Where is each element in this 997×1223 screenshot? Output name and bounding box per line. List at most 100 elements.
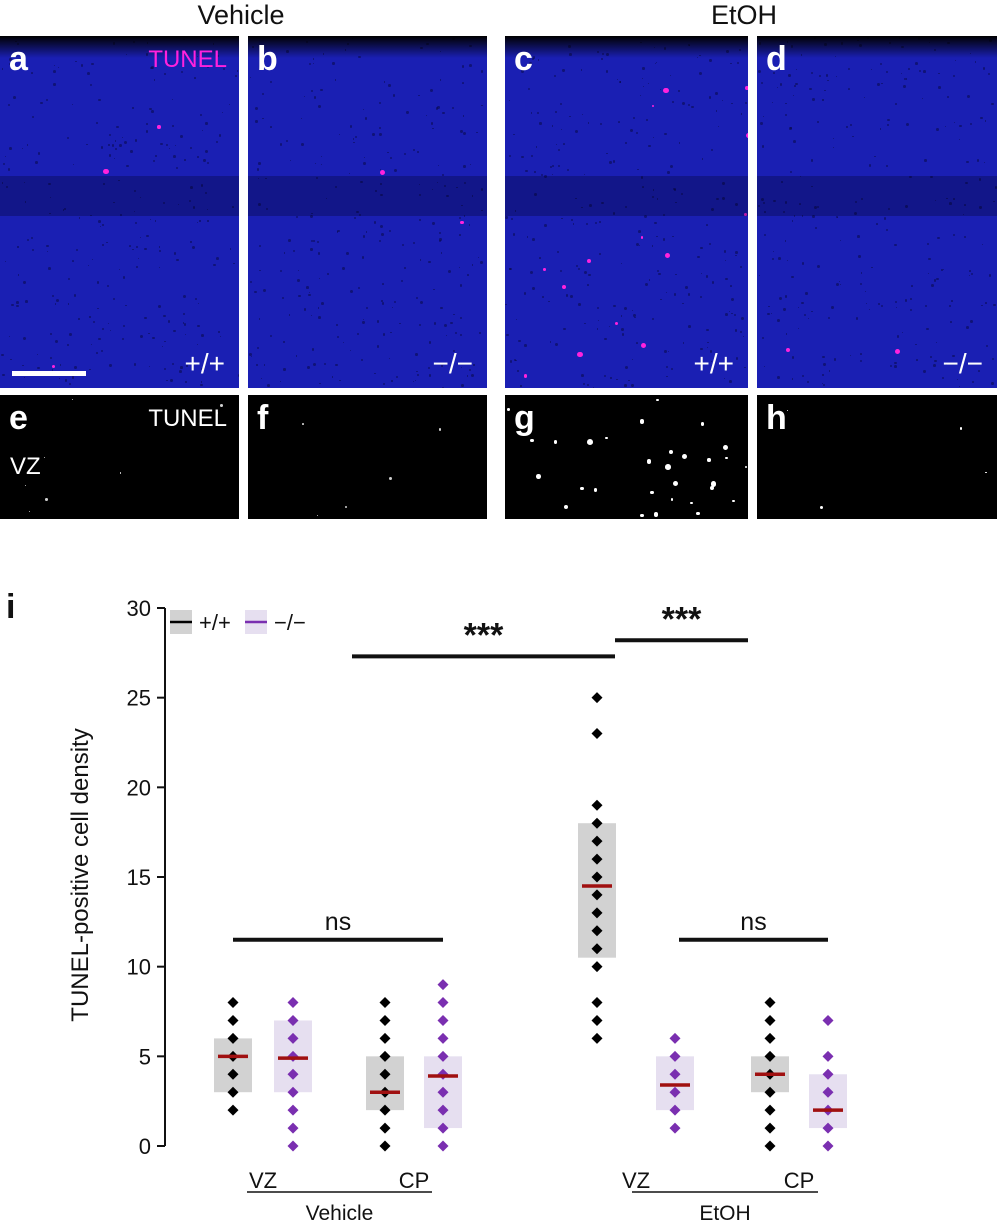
cell-dot xyxy=(566,169,569,172)
cell-dot xyxy=(652,195,655,199)
cell-dot xyxy=(480,188,484,191)
cell-dot xyxy=(708,59,712,62)
cell-dot xyxy=(561,217,563,220)
cell-dot xyxy=(313,239,315,242)
cell-dot xyxy=(297,269,299,271)
cell-dot xyxy=(699,295,703,298)
cell-dot xyxy=(515,359,517,361)
cell-dot xyxy=(178,370,182,374)
cell-dot xyxy=(788,74,791,78)
y-tick-label: 10 xyxy=(127,955,151,980)
cell-dot xyxy=(923,370,926,373)
cell-dot xyxy=(949,201,953,205)
cell-dot xyxy=(451,107,454,110)
cell-dot xyxy=(447,269,451,273)
cell-dot xyxy=(588,204,592,207)
cell-dot xyxy=(639,419,645,424)
cell-dot xyxy=(435,107,439,110)
cell-dot xyxy=(349,125,353,128)
cell-dot xyxy=(542,267,546,271)
cell-dot xyxy=(527,87,531,91)
cell-dot xyxy=(184,334,186,336)
cell-dot xyxy=(346,252,350,255)
cell-dot xyxy=(780,67,784,70)
cell-dot xyxy=(452,313,455,316)
region-label-vz: VZ xyxy=(10,453,41,480)
cell-dot xyxy=(514,210,516,212)
cell-dot xyxy=(314,163,316,165)
cell-dot xyxy=(463,182,466,185)
cell-dot xyxy=(362,319,364,321)
cell-dot xyxy=(557,164,561,168)
cell-dot xyxy=(635,243,639,247)
cell-dot xyxy=(551,124,554,127)
cell-dot xyxy=(126,164,129,168)
cell-dot xyxy=(157,304,161,308)
cell-dot xyxy=(586,258,592,264)
cell-dot xyxy=(85,143,88,146)
cell-dot xyxy=(949,304,952,307)
cell-dot xyxy=(744,366,746,369)
cell-dot xyxy=(158,266,160,269)
cell-dot xyxy=(145,130,149,133)
cell-dot xyxy=(523,374,528,378)
cell-dot xyxy=(373,221,377,224)
cell-dot xyxy=(379,168,381,170)
cell-dot xyxy=(770,312,773,315)
data-point xyxy=(591,853,603,865)
significance-label: *** xyxy=(464,616,504,654)
cell-dot xyxy=(48,182,51,186)
data-point xyxy=(379,1050,391,1062)
cell-dot xyxy=(744,466,748,469)
cell-dot xyxy=(816,264,820,268)
cell-dot xyxy=(316,177,319,179)
cell-dot xyxy=(5,186,8,189)
data-point xyxy=(287,1014,299,1026)
cell-dot xyxy=(197,324,200,327)
cell-dot xyxy=(111,143,115,147)
cell-dot xyxy=(880,82,883,85)
cell-dot xyxy=(383,383,386,386)
cell-dot xyxy=(96,352,98,355)
data-point xyxy=(437,1104,449,1116)
cell-dot xyxy=(229,103,231,105)
cell-dot xyxy=(478,256,480,258)
cell-dot xyxy=(62,208,65,211)
cell-dot xyxy=(534,171,536,173)
cell-dot xyxy=(46,251,48,253)
data-point xyxy=(822,1140,834,1152)
cell-dot xyxy=(78,318,80,320)
cell-dot xyxy=(158,249,161,252)
cell-dot xyxy=(731,313,733,315)
cell-dot xyxy=(168,147,171,150)
cell-dot xyxy=(432,222,435,225)
panel-label-e: e xyxy=(9,399,28,437)
cell-dot xyxy=(777,318,780,322)
cell-dot xyxy=(428,340,432,344)
cell-dot xyxy=(4,261,7,263)
cell-dot xyxy=(621,315,623,317)
cell-dot xyxy=(113,157,115,160)
cell-dot xyxy=(646,459,652,465)
cell-dot xyxy=(681,193,684,195)
cell-dot xyxy=(772,257,775,261)
data-point xyxy=(669,1122,681,1134)
cell-dot xyxy=(336,335,339,338)
data-point xyxy=(591,871,603,883)
cell-dot xyxy=(166,379,168,382)
cell-dot xyxy=(401,243,404,246)
cell-dot xyxy=(163,73,166,75)
cell-dot xyxy=(673,187,677,191)
cell-dot xyxy=(17,246,19,248)
cell-dot xyxy=(295,215,299,219)
cell-dot xyxy=(279,143,283,146)
cell-dot xyxy=(801,215,803,217)
data-point xyxy=(227,1104,239,1116)
cell-dot xyxy=(416,296,419,299)
data-point xyxy=(437,1050,449,1062)
cell-dot xyxy=(427,366,431,370)
data-point xyxy=(591,943,603,955)
cell-dot xyxy=(71,398,74,401)
cell-dot xyxy=(937,236,940,240)
cell-dot xyxy=(418,323,421,326)
